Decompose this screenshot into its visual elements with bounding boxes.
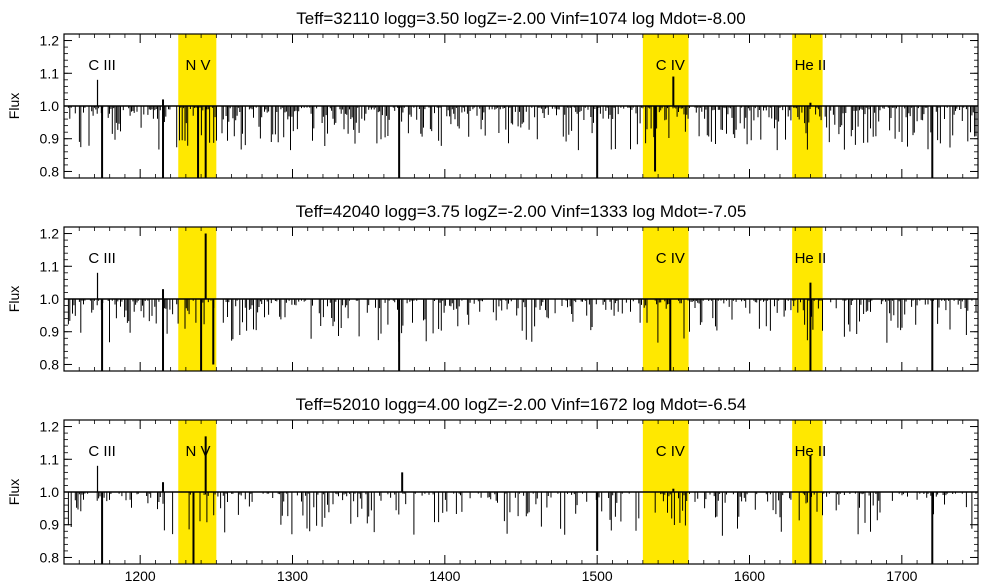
absorption-lines bbox=[67, 106, 977, 151]
y-tick-label: 0.8 bbox=[40, 163, 60, 179]
y-tick-label: 1.2 bbox=[40, 419, 60, 435]
x-tick-label: 1300 bbox=[277, 568, 308, 584]
y-axis-label: Flux bbox=[6, 93, 22, 119]
line-label: C III bbox=[88, 443, 116, 460]
line-label: C IV bbox=[656, 443, 685, 460]
y-tick-label: 0.9 bbox=[40, 131, 60, 147]
y-tick-label: 0.9 bbox=[40, 324, 60, 340]
y-tick-label: 0.8 bbox=[40, 356, 60, 372]
line-label: N V bbox=[186, 57, 211, 74]
y-tick-label: 0.8 bbox=[40, 549, 60, 565]
absorption-lines bbox=[67, 299, 977, 343]
absorption-lines bbox=[67, 492, 977, 536]
line-label: C IV bbox=[656, 250, 685, 267]
line-label: C III bbox=[88, 250, 116, 267]
y-tick-label: 1.0 bbox=[40, 484, 60, 500]
y-tick-label: 0.9 bbox=[40, 517, 60, 533]
line-label: C IV bbox=[656, 57, 685, 74]
x-tick-label: 1200 bbox=[125, 568, 156, 584]
y-tick-label: 1.1 bbox=[40, 258, 60, 274]
line-label: C III bbox=[88, 57, 116, 74]
x-tick-label: 1500 bbox=[582, 568, 613, 584]
y-tick-label: 1.2 bbox=[40, 33, 60, 49]
y-tick-label: 1.2 bbox=[40, 226, 60, 242]
y-tick-label: 1.1 bbox=[40, 65, 60, 81]
panel-title: Teff=32110 logg=3.50 logZ=-2.00 Vinf=107… bbox=[296, 9, 745, 28]
panel-1: 0.8 0.9 1.0 1.1 1.2 Flux Teff=32110 logg=3.50 … bbox=[6, 9, 979, 179]
x-tick-label: 1600 bbox=[734, 568, 765, 584]
y-axis-label: Flux bbox=[6, 479, 22, 505]
panel-2: 0.8 0.9 1.0 1.1 1.2 Flux Teff=42040 logg=3.75 … bbox=[6, 202, 979, 372]
x-tick-label: 1700 bbox=[886, 568, 917, 584]
panel-title: Teff=42040 logg=3.75 logZ=-2.00 Vinf=133… bbox=[296, 202, 747, 221]
line-label: He II bbox=[795, 57, 827, 74]
line-label: He II bbox=[795, 443, 827, 460]
x-tick-label: 1400 bbox=[429, 568, 460, 584]
y-tick-label: 1.0 bbox=[40, 291, 60, 307]
panel-title: Teff=52010 logg=4.00 logZ=-2.00 Vinf=167… bbox=[296, 395, 747, 414]
y-axis-label: Flux bbox=[6, 286, 22, 312]
line-label: N V bbox=[186, 443, 211, 460]
y-tick-label: 1.0 bbox=[40, 98, 60, 114]
line-label: He II bbox=[795, 250, 827, 267]
panel-3: 0.8 0.9 1.0 1.1 1.2 1200 1300 1400 1500 1600 1700 F… bbox=[6, 395, 979, 584]
y-tick-label: 1.1 bbox=[40, 451, 60, 467]
